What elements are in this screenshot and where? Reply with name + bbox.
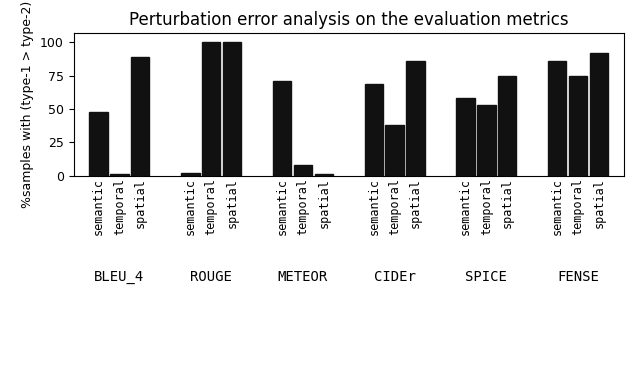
- Bar: [477, 105, 495, 176]
- Bar: [548, 61, 566, 176]
- Bar: [223, 42, 241, 176]
- Bar: [90, 112, 108, 176]
- Bar: [590, 53, 608, 176]
- Text: ROUGE: ROUGE: [190, 270, 232, 284]
- Bar: [406, 61, 425, 176]
- Bar: [202, 42, 220, 176]
- Bar: [385, 125, 404, 176]
- Bar: [273, 81, 291, 176]
- Text: BLEU_4: BLEU_4: [94, 270, 145, 284]
- Text: CIDEr: CIDEr: [374, 270, 415, 284]
- Title: Perturbation error analysis on the evaluation metrics: Perturbation error analysis on the evalu…: [129, 11, 568, 29]
- Text: METEOR: METEOR: [278, 270, 328, 284]
- Text: FENSE: FENSE: [557, 270, 599, 284]
- Text: SPICE: SPICE: [465, 270, 508, 284]
- Bar: [498, 76, 516, 176]
- Bar: [294, 165, 312, 176]
- Bar: [181, 173, 200, 176]
- Bar: [569, 76, 588, 176]
- Y-axis label: %samples with (type-1 > type-2): %samples with (type-1 > type-2): [22, 1, 35, 208]
- Bar: [110, 174, 129, 176]
- Bar: [131, 57, 150, 176]
- Bar: [456, 98, 475, 176]
- Bar: [315, 174, 333, 176]
- Bar: [365, 84, 383, 176]
